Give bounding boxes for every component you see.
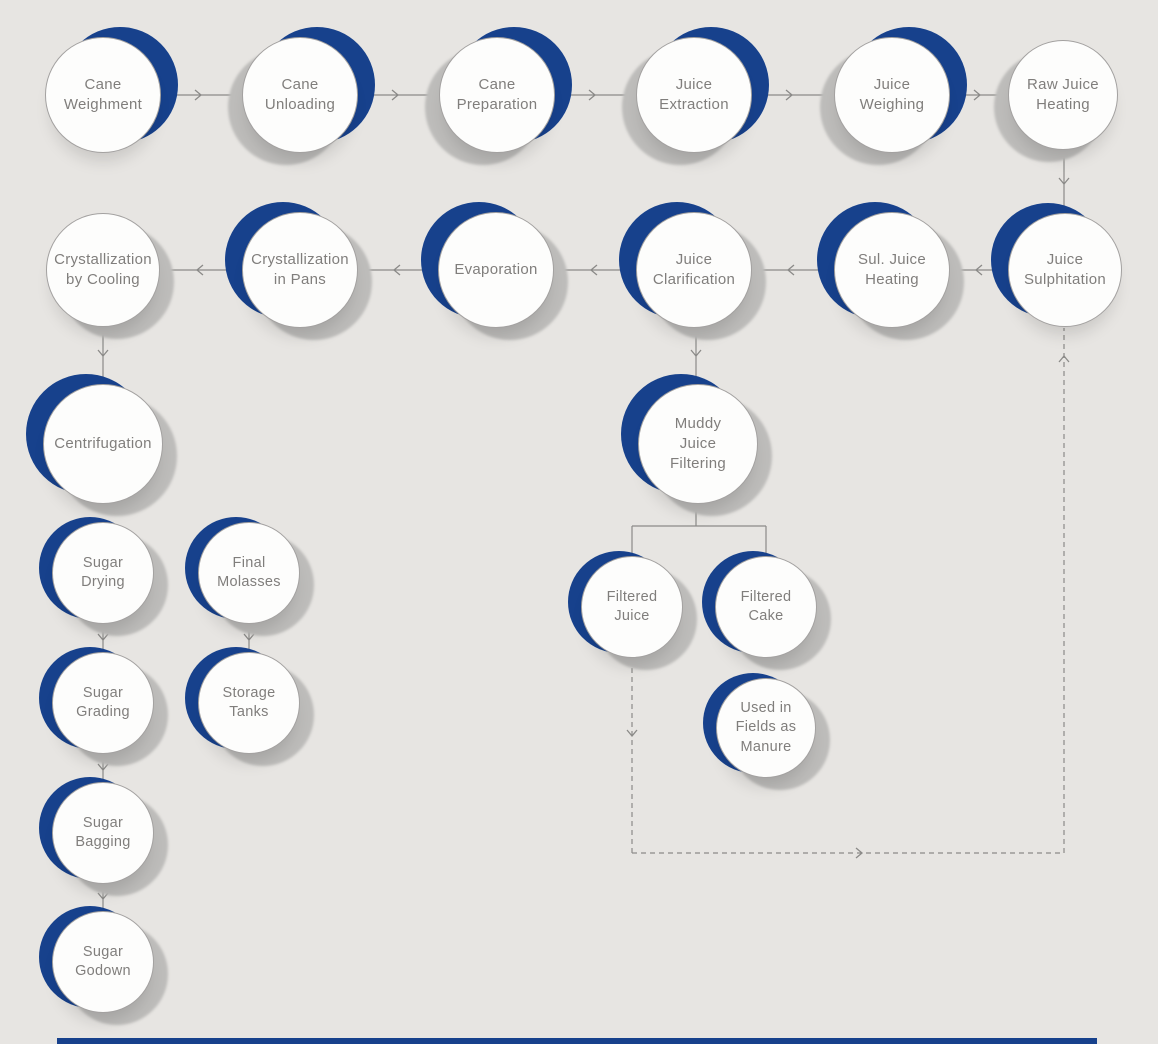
node-circle: Juice Weighing bbox=[834, 37, 950, 153]
node-circle: Sugar Godown bbox=[52, 911, 154, 1013]
node-circle: Cane Unloading bbox=[242, 37, 358, 153]
node-label: Final Molasses bbox=[217, 554, 281, 590]
node-sugar-drying: Sugar Drying bbox=[39, 517, 168, 636]
node-sugar-grading: Sugar Grading bbox=[39, 647, 168, 766]
node-muddy-juice-filtering: Muddy Juice Filtering bbox=[621, 374, 772, 516]
node-label: Juice Weighing bbox=[859, 76, 925, 113]
node-used-in-fields-as-manure: Used in Fields as Manure bbox=[703, 673, 830, 790]
node-evaporation: Evaporation bbox=[421, 202, 568, 340]
node-label: Cane Weighment bbox=[63, 76, 143, 113]
node-storage-tanks: Storage Tanks bbox=[185, 647, 314, 766]
node-circle: Sugar Bagging bbox=[52, 782, 154, 884]
node-label: Used in Fields as Manure bbox=[735, 700, 797, 755]
node-label: Centrifugation bbox=[54, 435, 152, 453]
node-juice-extraction: Juice Extraction bbox=[622, 27, 769, 165]
node-circle: Sugar Drying bbox=[52, 522, 154, 624]
node-label: Sugar Bagging bbox=[75, 814, 131, 850]
node-cane-unloading: Cane Unloading bbox=[228, 27, 375, 165]
node-crystallization-in-pans: Crystallization in Pans bbox=[225, 202, 372, 340]
node-juice-sulphitation: Juice Sulphitation bbox=[991, 203, 1122, 327]
node-label: Juice Extraction bbox=[659, 76, 729, 113]
node-circle: Juice Clarification bbox=[636, 212, 752, 328]
node-circle: Storage Tanks bbox=[198, 652, 300, 754]
node-circle: Juice Sulphitation bbox=[1008, 213, 1122, 327]
node-circle: Used in Fields as Manure bbox=[716, 678, 816, 778]
node-label: Sugar Godown bbox=[75, 943, 131, 979]
node-circle: Final Molasses bbox=[198, 522, 300, 624]
node-label: Crystallization by Cooling bbox=[54, 251, 152, 288]
node-circle: Muddy Juice Filtering bbox=[638, 384, 758, 504]
node-label: Sugar Drying bbox=[81, 554, 125, 590]
node-circle: Sugar Grading bbox=[52, 652, 154, 754]
node-label: Juice Sulphitation bbox=[1024, 251, 1106, 288]
node-circle: Evaporation bbox=[438, 212, 554, 328]
node-filtered-cake: Filtered Cake bbox=[702, 551, 831, 670]
node-circle: Cane Weighment bbox=[45, 37, 161, 153]
node-label: Storage Tanks bbox=[222, 684, 276, 720]
solid-connectors bbox=[97, 89, 1070, 910]
node-juice-clarification: Juice Clarification bbox=[619, 202, 766, 340]
node-label: Filtered Juice bbox=[606, 588, 658, 624]
node-circle: Cane Preparation bbox=[439, 37, 555, 153]
node-cane-weighment: Cane Weighment bbox=[45, 27, 178, 153]
node-circle: Raw Juice Heating bbox=[1008, 40, 1118, 150]
node-sugar-bagging: Sugar Bagging bbox=[39, 777, 168, 896]
node-final-molasses: Final Molasses bbox=[185, 517, 314, 636]
node-label: Evaporation bbox=[454, 261, 538, 279]
node-circle: Crystallization in Pans bbox=[242, 212, 358, 328]
node-circle: Sul. Juice Heating bbox=[834, 212, 950, 328]
node-centrifugation: Centrifugation bbox=[26, 374, 177, 516]
node-label: Cane Unloading bbox=[264, 76, 336, 113]
node-circle: Filtered Juice bbox=[581, 556, 683, 658]
node-label: Juice Clarification bbox=[652, 251, 736, 288]
node-label: Sugar Grading bbox=[76, 684, 130, 720]
node-crystallization-by-cooling: Crystallization by Cooling bbox=[46, 213, 174, 339]
node-raw-juice-heating: Raw Juice Heating bbox=[994, 40, 1118, 162]
node-filtered-juice: Filtered Juice bbox=[568, 551, 697, 670]
node-label: Raw Juice Heating bbox=[1027, 76, 1099, 113]
node-circle: Crystallization by Cooling bbox=[46, 213, 160, 327]
node-label: Sul. Juice Heating bbox=[857, 251, 927, 288]
node-circle: Juice Extraction bbox=[636, 37, 752, 153]
dashed-recycle-path bbox=[626, 328, 1070, 859]
node-circle: Filtered Cake bbox=[715, 556, 817, 658]
node-cane-preparation: Cane Preparation bbox=[425, 27, 572, 165]
node-label: Muddy Juice Filtering bbox=[669, 415, 727, 472]
node-label: Cane Preparation bbox=[456, 76, 538, 113]
node-juice-weighing: Juice Weighing bbox=[820, 27, 967, 165]
node-label: Crystallization in Pans bbox=[251, 251, 349, 288]
node-circle: Centrifugation bbox=[43, 384, 163, 504]
node-sugar-godown: Sugar Godown bbox=[39, 906, 168, 1025]
node-sul-juice-heating: Sul. Juice Heating bbox=[817, 202, 964, 340]
node-label: Filtered Cake bbox=[740, 588, 792, 624]
bottom-accent-bar bbox=[57, 1038, 1097, 1044]
